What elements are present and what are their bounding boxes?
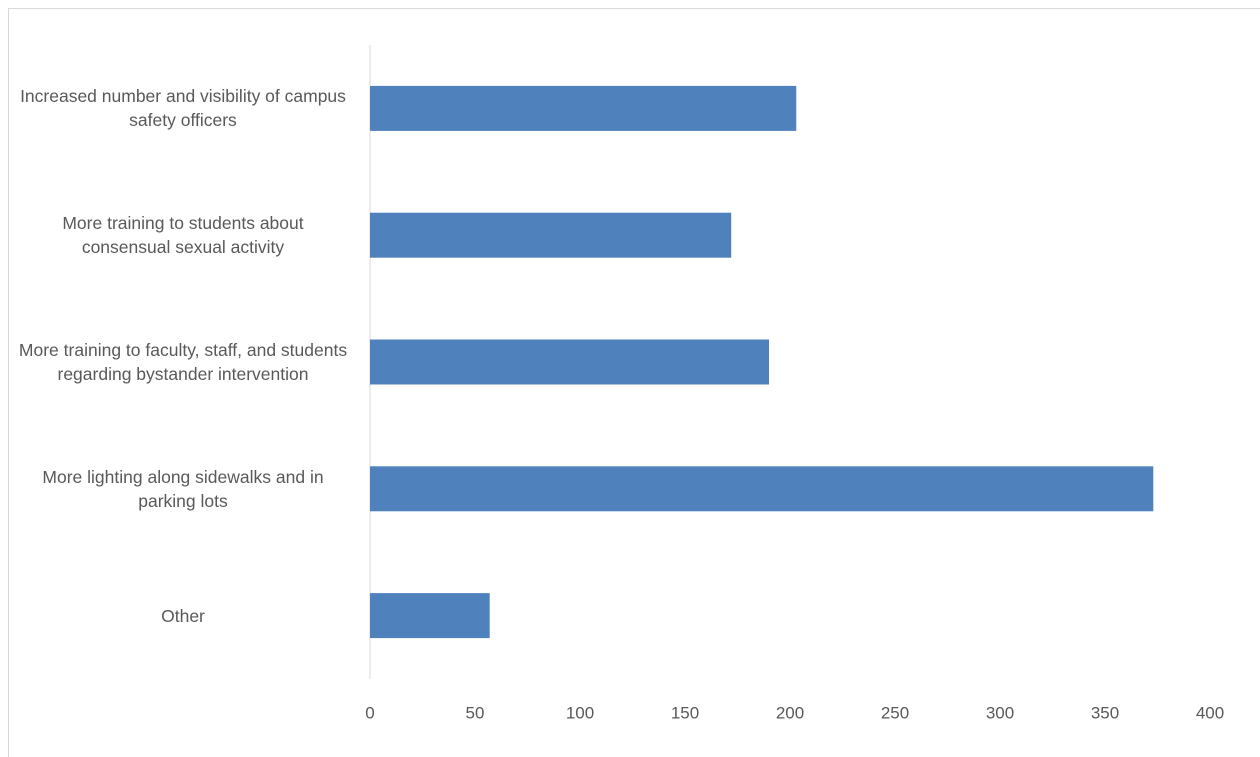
x-tick-label: 400	[1196, 703, 1224, 722]
x-tick-label: 300	[986, 703, 1014, 722]
y-tick-label: More training to students about consensu…	[62, 213, 304, 258]
x-tick-label: 250	[881, 703, 909, 722]
bar	[370, 339, 769, 385]
bar	[370, 593, 490, 639]
y-tick-label: More training to faculty, staff, and stu…	[18, 340, 348, 384]
x-tick-label: 100	[566, 703, 594, 722]
x-tick-label: 0	[365, 703, 374, 722]
x-tick-label: 50	[466, 703, 485, 722]
bar	[370, 85, 797, 131]
x-tick-label: 150	[671, 703, 699, 722]
chart-border	[8, 8, 1260, 757]
bar	[370, 466, 1154, 512]
x-tick-label: 200	[776, 703, 804, 722]
y-tick-label: Other	[161, 605, 205, 626]
bar	[370, 212, 732, 258]
y-tick-label: Increased number and visibility of campu…	[20, 86, 346, 131]
y-tick-label: More lighting along sidewalks and in par…	[42, 466, 324, 511]
x-tick-label: 350	[1091, 703, 1119, 722]
